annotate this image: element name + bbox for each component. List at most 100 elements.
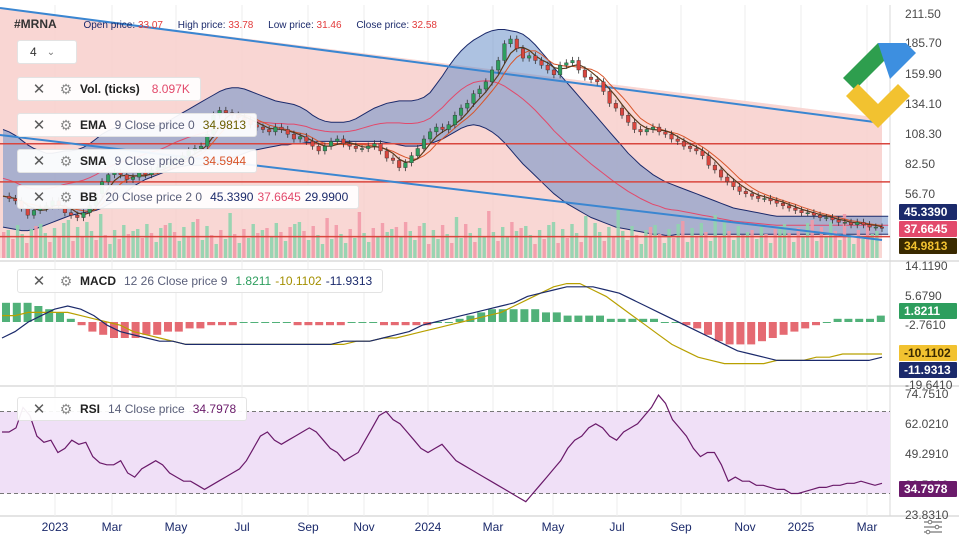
candle xyxy=(861,218,866,229)
candle-body xyxy=(675,138,680,142)
candle-body xyxy=(539,60,544,66)
candle-body xyxy=(589,76,594,80)
volume-bar xyxy=(408,231,412,258)
volume-bar xyxy=(468,233,472,258)
candle xyxy=(421,135,426,153)
volume-bar xyxy=(708,241,713,258)
macd-hist-badge: 1.8211 xyxy=(899,303,957,319)
volume-bar xyxy=(436,239,440,258)
close-icon[interactable]: ✕ xyxy=(32,273,46,290)
macd-histogram-bar xyxy=(693,322,702,329)
candle-body xyxy=(267,129,272,133)
gear-icon[interactable]: ⚙ xyxy=(59,400,73,417)
candle xyxy=(304,133,309,145)
volume-bar xyxy=(283,241,288,258)
volume-bar xyxy=(658,234,662,258)
volume-bar xyxy=(117,239,121,258)
candle xyxy=(452,111,457,129)
ema-badge-bg xyxy=(899,238,957,254)
volume-bar xyxy=(819,227,824,258)
gear-icon[interactable]: ⚙ xyxy=(59,116,73,133)
gear-icon[interactable]: ⚙ xyxy=(59,272,73,289)
timeframe-value: 4 xyxy=(30,45,37,59)
macd-histogram-bar xyxy=(552,312,561,322)
x-tick-label: Nov xyxy=(734,520,755,534)
gear-icon[interactable]: ⚙ xyxy=(59,80,73,97)
sma-value: 34.5944 xyxy=(202,154,247,168)
timeframe-dropdown[interactable]: 4 ⌄ xyxy=(17,40,77,64)
volume-bar xyxy=(196,219,200,258)
volume-bar xyxy=(297,222,302,258)
volume-bar xyxy=(311,226,315,258)
volume-bar xyxy=(773,229,777,258)
candle-body xyxy=(576,60,581,71)
candle-body xyxy=(626,114,631,123)
volume-bar xyxy=(126,234,131,258)
x-tick-label: Mar xyxy=(857,520,878,534)
macd-histogram-bar xyxy=(336,322,345,326)
gear-icon[interactable]: ⚙ xyxy=(59,188,73,205)
volume-bar xyxy=(459,238,463,258)
macd-histogram-bar xyxy=(704,322,712,335)
macd-histogram-bar xyxy=(153,322,162,335)
candle xyxy=(762,194,767,203)
candle-body xyxy=(124,174,129,180)
rsi-params: 14 Close price xyxy=(108,402,185,416)
rsi-tick-label: 62.0210 xyxy=(905,417,949,431)
candle-body xyxy=(514,38,519,49)
close-icon[interactable]: ✕ xyxy=(32,117,46,134)
candle xyxy=(880,223,885,232)
close-icon[interactable]: ✕ xyxy=(32,189,46,206)
indicator-pill-bb[interactable]: ✕ ⚙ BB 20 Close price 2 0 45.3390 37.664… xyxy=(17,185,360,209)
volume-bar xyxy=(750,230,754,258)
volume-bar xyxy=(172,232,177,258)
volume-bar xyxy=(768,243,773,258)
volume-bar xyxy=(870,234,874,258)
candle xyxy=(508,35,513,48)
volume-bar xyxy=(376,237,380,258)
candle-body xyxy=(471,93,476,104)
volume-bar xyxy=(551,222,556,258)
chevron-down-icon: ⌄ xyxy=(46,46,56,58)
candle xyxy=(719,166,724,181)
indicator-pill-ema[interactable]: ✕ ⚙ EMA 9 Close price 0 34.9813 xyxy=(17,113,258,137)
candle xyxy=(477,85,482,98)
slider-knob xyxy=(934,524,940,530)
candle xyxy=(818,211,823,222)
volume-bar xyxy=(131,231,135,258)
volume-bar xyxy=(25,243,29,258)
candle xyxy=(805,209,810,217)
close-icon[interactable]: ✕ xyxy=(32,401,46,418)
candle-body xyxy=(818,214,823,218)
indicator-pill-vol[interactable]: ✕ ⚙ Vol. (ticks) 8.097K xyxy=(17,77,201,101)
indicator-pill-macd[interactable]: ✕ ⚙ MACD 12 26 Close price 9 1.8211 -10.… xyxy=(17,269,384,293)
volume-bar xyxy=(736,226,740,258)
candle xyxy=(397,156,402,172)
macd-histogram-bar xyxy=(563,315,572,322)
volume-bar xyxy=(246,238,251,258)
volume-bar xyxy=(593,223,597,258)
volume-bar xyxy=(852,244,856,258)
volume-bar xyxy=(316,235,320,258)
bb-params: 20 Close price 2 0 xyxy=(105,190,203,204)
close-icon[interactable]: ✕ xyxy=(32,81,46,98)
close-label: Close price: xyxy=(356,20,410,31)
indicator-pill-sma[interactable]: ✕ ⚙ SMA 9 Close price 0 34.5944 xyxy=(17,149,258,173)
candle-body xyxy=(607,91,612,104)
volume-bar xyxy=(29,229,34,258)
candle-body xyxy=(353,145,358,149)
volume-bar xyxy=(302,231,306,258)
volume-bar xyxy=(856,230,861,258)
macd-histogram-bar xyxy=(542,312,550,322)
candle xyxy=(341,135,346,148)
macd-histogram-bar xyxy=(196,322,205,329)
macd-histogram-bar xyxy=(606,318,615,322)
bb-middle-badge-text: 37.6645 xyxy=(904,222,948,236)
indicator-pill-rsi[interactable]: ✕ ⚙ RSI 14 Close price 34.7978 xyxy=(17,397,248,421)
gear-icon[interactable]: ⚙ xyxy=(59,152,73,169)
candle-body xyxy=(830,217,835,221)
volume-bar xyxy=(450,243,454,258)
candle xyxy=(551,66,556,79)
rsi-value: 34.7978 xyxy=(192,402,237,416)
close-icon[interactable]: ✕ xyxy=(32,153,46,170)
